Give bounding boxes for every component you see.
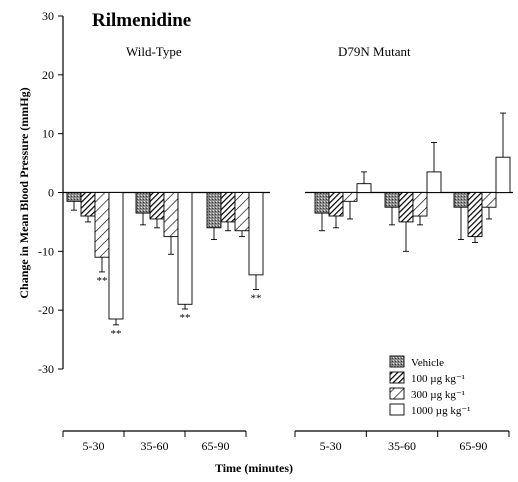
y-tick-label: -10 bbox=[38, 244, 54, 258]
x-tick-label: 65-90 bbox=[459, 439, 487, 453]
legend-swatch bbox=[389, 387, 405, 400]
significance-marker: ** bbox=[180, 312, 191, 324]
legend-swatch bbox=[389, 403, 405, 416]
bar bbox=[328, 192, 344, 217]
y-tick-label: -20 bbox=[38, 303, 54, 317]
legend-swatch bbox=[389, 355, 405, 368]
bar bbox=[495, 156, 511, 193]
y-tick-label: 30 bbox=[42, 9, 54, 23]
y-axis-label: Change in Mean Blood Pressure (mmHg) bbox=[17, 87, 31, 298]
y-tick-label: 20 bbox=[42, 68, 54, 82]
x-tick-label: 5-30 bbox=[83, 439, 105, 453]
y-tick-label: 10 bbox=[42, 127, 54, 141]
bar bbox=[149, 192, 165, 220]
bar bbox=[177, 192, 193, 305]
panel-label-d79n-mutant: D79N Mutant bbox=[338, 44, 411, 59]
bar bbox=[453, 192, 469, 208]
bar bbox=[163, 192, 179, 238]
legend-entry: Vehicle bbox=[411, 357, 444, 369]
bar bbox=[220, 192, 236, 223]
legend-entry: 300 µg kg⁻¹ bbox=[411, 389, 465, 401]
bar bbox=[481, 192, 497, 208]
chart-title: Rilmenidine bbox=[92, 10, 191, 31]
bars: ** ** ** ** bbox=[66, 112, 511, 340]
bar bbox=[80, 192, 96, 217]
bar bbox=[398, 192, 414, 223]
bar bbox=[426, 171, 442, 193]
bar bbox=[108, 192, 124, 320]
legend-swatch bbox=[389, 371, 405, 384]
x-axis: 5-30 35-60 65-90 5-30 35-60 65-90 bbox=[62, 430, 510, 453]
bar bbox=[248, 192, 264, 276]
x-tick-label: 5-30 bbox=[320, 439, 342, 453]
x-tick-label: 35-60 bbox=[141, 439, 169, 453]
panel-label-wild-type: Wild-Type bbox=[126, 44, 182, 59]
bar bbox=[384, 192, 400, 208]
bar bbox=[206, 192, 222, 229]
y-tick-label: -30 bbox=[38, 362, 54, 376]
x-axis-label: Time (minutes) bbox=[215, 461, 293, 475]
x-tick-label: 65-90 bbox=[202, 439, 230, 453]
bar bbox=[467, 192, 483, 238]
bar bbox=[356, 183, 372, 193]
significance-marker: ** bbox=[97, 275, 108, 287]
bar bbox=[234, 192, 250, 232]
x-tick-label: 35-60 bbox=[388, 439, 416, 453]
legend-entry: 100 µg kg⁻¹ bbox=[411, 373, 465, 385]
bar bbox=[94, 192, 110, 258]
bar bbox=[66, 192, 82, 202]
bar bbox=[342, 192, 358, 202]
bar bbox=[314, 192, 330, 214]
legend-entry: 1000 µg kg⁻¹ bbox=[411, 405, 470, 417]
bar bbox=[135, 192, 151, 214]
legend: Vehicle 100 µg kg⁻¹ 300 µg kg⁻¹ 1000 µg kg⁻… bbox=[389, 355, 470, 417]
bar bbox=[412, 192, 428, 217]
y-tick-label: 0 bbox=[48, 186, 54, 200]
significance-marker: ** bbox=[111, 328, 122, 340]
significance-marker: ** bbox=[251, 293, 262, 305]
